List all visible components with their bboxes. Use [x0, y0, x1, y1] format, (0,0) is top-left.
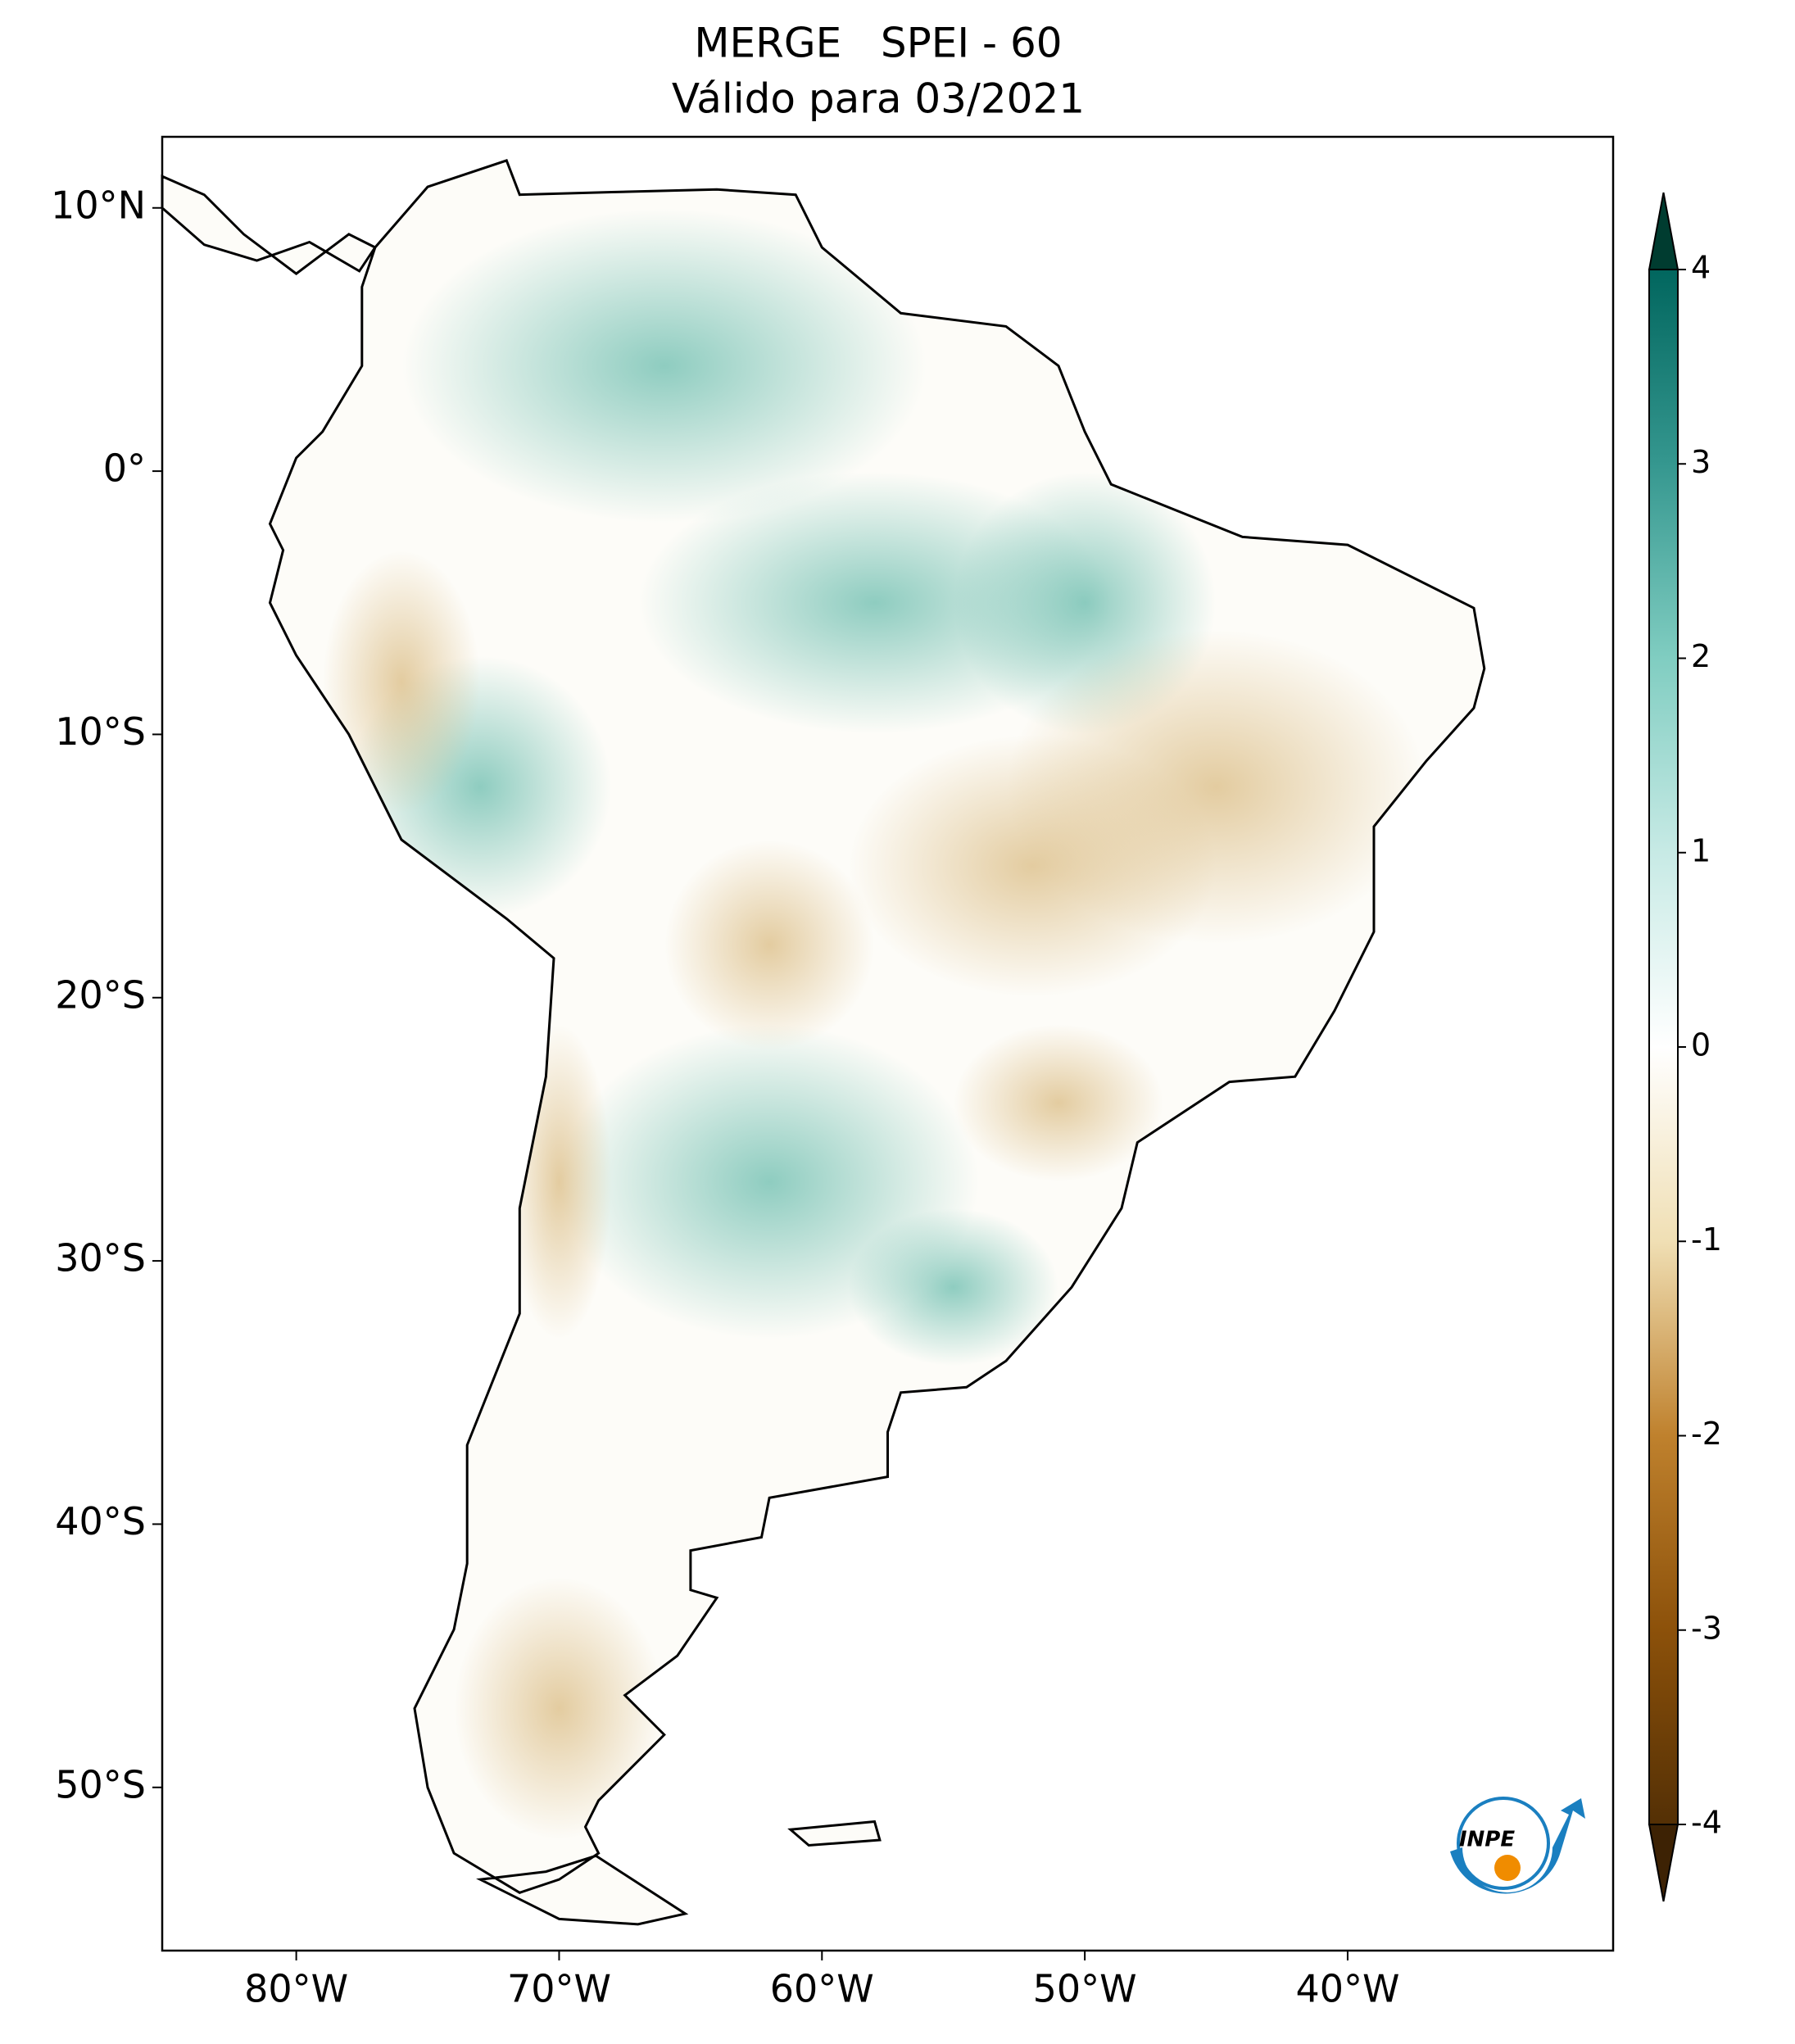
y-tick-label: 40°S	[55, 1499, 146, 1543]
map-title: MERGE SPEI - 60	[694, 20, 1062, 67]
colorbar-tick-label: 3	[1691, 444, 1711, 480]
map-frame	[161, 135, 1615, 1952]
colorbar	[1648, 269, 1679, 1825]
shade-patch	[848, 1208, 1058, 1366]
land	[161, 159, 1486, 1926]
shade-patch	[322, 551, 480, 814]
colorbar-tick-label: -1	[1691, 1221, 1722, 1258]
x-tick-label: 70°W	[507, 1967, 611, 2011]
x-tick-label: 40°W	[1295, 1967, 1399, 2011]
logo-ring	[1457, 1797, 1550, 1890]
logo-swoosh	[1450, 1798, 1585, 1894]
shade-patch	[848, 735, 1216, 998]
logo-dot	[1494, 1855, 1521, 1881]
y-tick-label: 20°S	[55, 972, 146, 1017]
x-tick-label: 60°W	[770, 1967, 874, 2011]
y-tick-label: 50°S	[55, 1762, 146, 1806]
colorbar-tick-label: 4	[1691, 250, 1711, 286]
shading	[322, 208, 1426, 1840]
colorbar-tick-label: 1	[1691, 832, 1711, 868]
y-tick-label: 10°N	[51, 183, 146, 227]
colorbar-extend-low	[1648, 1824, 1679, 1902]
x-tick-label: 50°W	[1033, 1967, 1137, 2011]
colorbar-tick-label: 2	[1691, 638, 1711, 674]
colorbar-extend-high	[1648, 192, 1679, 270]
shade-patch	[664, 840, 875, 1050]
shade-patch	[954, 1024, 1164, 1182]
x-tick-label: 80°W	[244, 1967, 348, 2011]
colorbar-tick-label: -2	[1691, 1416, 1722, 1452]
map-subtitle: Válido para 03/2021	[672, 75, 1085, 123]
y-tick-label: 0°	[103, 446, 146, 491]
shade-patch	[401, 208, 927, 523]
y-tick-label: 10°S	[55, 709, 146, 754]
coastline	[161, 159, 1486, 1926]
inpe-logo: INPE	[1450, 1797, 1585, 1894]
colorbar-tick-label: -3	[1691, 1610, 1722, 1646]
logo-text: INPE	[1459, 1828, 1515, 1852]
colorbar-tick-label: 0	[1691, 1027, 1711, 1063]
colorbar-tick-label: -4	[1691, 1805, 1722, 1841]
shade-patch	[506, 1024, 612, 1339]
y-tick-label: 30°S	[55, 1236, 146, 1280]
shade-patch	[454, 1577, 664, 1840]
